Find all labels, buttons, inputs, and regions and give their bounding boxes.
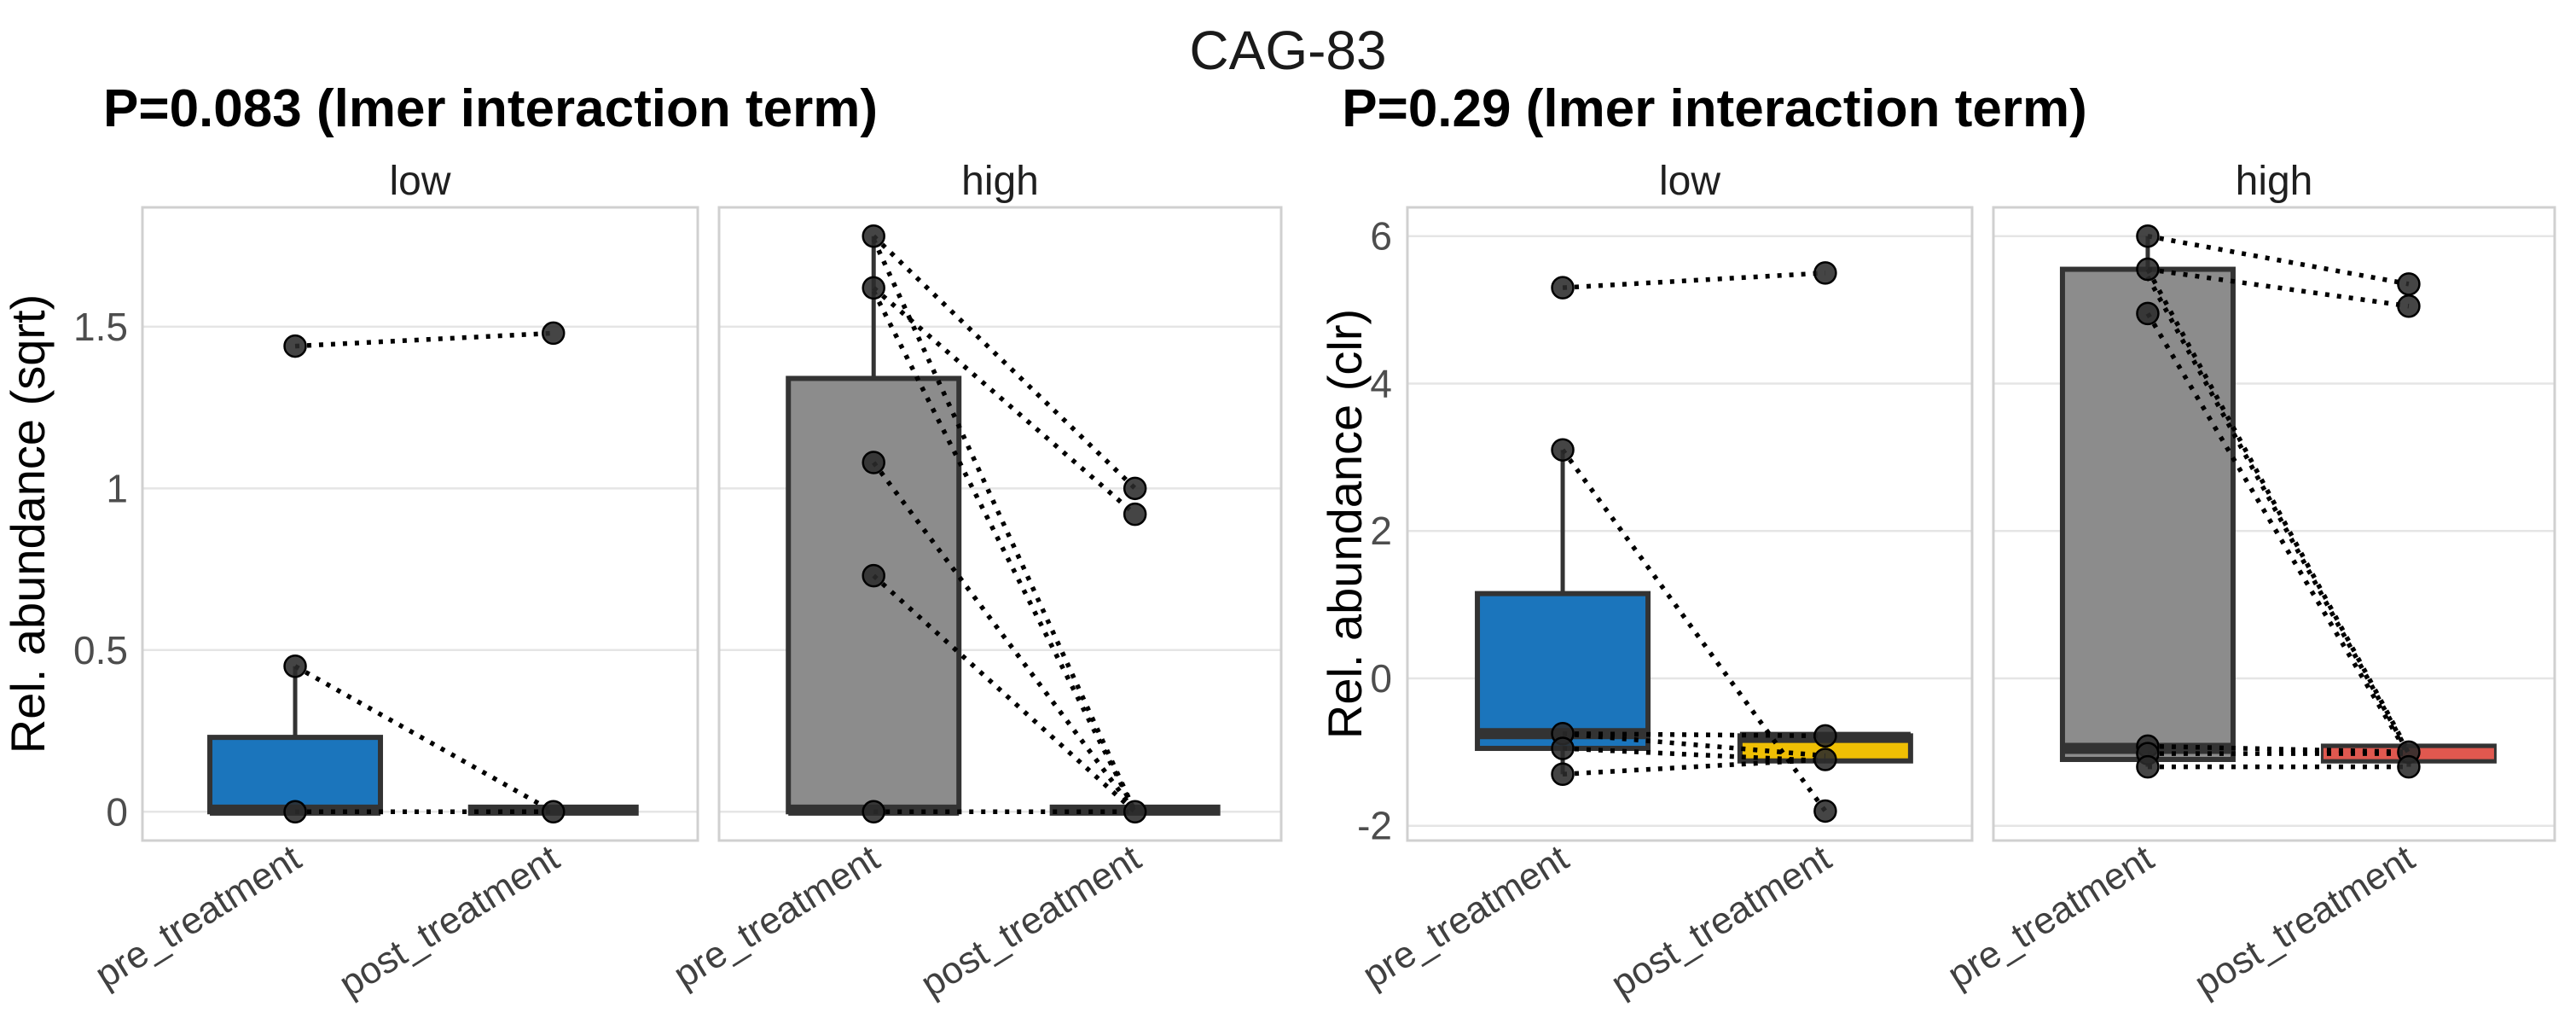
y-tick-label: 0 — [1370, 656, 1392, 701]
data-point — [1551, 762, 1575, 787]
y-tick-label: 2 — [1370, 509, 1392, 553]
x-tick-label-pre_treatment: pre_treatment — [1941, 837, 2161, 997]
pair-line — [293, 664, 555, 814]
pair-line — [2145, 311, 2411, 758]
data-point — [2397, 272, 2421, 296]
data-point — [283, 334, 307, 358]
pair-line — [1560, 448, 1828, 813]
data-point — [1813, 724, 1837, 748]
y-axis-label: Rel. abundance (clr) — [1318, 309, 1372, 739]
pair-line — [1562, 271, 1826, 290]
data-point — [541, 321, 566, 346]
figure-title: CAG-83 — [1189, 20, 1387, 81]
data-point — [1123, 502, 1147, 527]
pair-line — [871, 289, 1138, 813]
panel-border — [717, 206, 1283, 842]
panel-border — [1406, 206, 1974, 842]
facet-label-low: low — [389, 159, 450, 204]
pair-line — [1562, 731, 1826, 759]
x-tick-label-pre_treatment: pre_treatment — [666, 837, 886, 997]
x-tick-label-post_treatment: post_treatment — [914, 837, 1148, 1005]
y-tick-label: 0 — [106, 789, 128, 834]
box-pre — [2059, 266, 2236, 762]
box-pre — [786, 375, 962, 815]
x-tick-label-post_treatment: post_treatment — [1604, 837, 1838, 1005]
x-tick-label-post_treatment: post_treatment — [332, 837, 566, 1005]
facet-label-high: high — [961, 159, 1039, 204]
data-point — [283, 654, 307, 678]
facet-label-low: low — [1659, 159, 1720, 204]
data-point — [1813, 748, 1837, 771]
data-point — [2136, 754, 2160, 779]
left-plot-subtitle: P=0.083 (lmer interaction term) — [103, 79, 878, 138]
pair-line — [2147, 233, 2410, 287]
data-point — [2397, 294, 2421, 318]
data-point — [2136, 301, 2160, 326]
pair-line — [2145, 268, 2411, 753]
data-point — [2397, 754, 2421, 779]
data-point — [862, 451, 885, 474]
data-point — [541, 800, 566, 824]
x-tick-label-pre_treatment: pre_treatment — [1355, 837, 1575, 997]
data-point — [1123, 800, 1147, 824]
facet-label-high: high — [2236, 159, 2313, 204]
y-tick-label: 0.5 — [73, 628, 128, 672]
data-point — [1551, 276, 1575, 300]
data-point — [2136, 224, 2160, 248]
panel-border — [1992, 206, 2556, 842]
data-point — [2136, 257, 2160, 282]
data-point — [1123, 476, 1147, 501]
pair-line — [1562, 746, 1826, 764]
data-point — [1551, 736, 1575, 760]
data-point — [1813, 261, 1837, 285]
pair-line — [871, 238, 1138, 813]
pair-line — [2147, 743, 2409, 755]
data-point — [862, 563, 885, 588]
pair-line — [1563, 730, 1825, 739]
y-axis-label: Rel. abundance (sqrt) — [1, 294, 55, 754]
pair-line — [872, 461, 1137, 813]
pair-line — [1562, 757, 1826, 777]
y-tick-label: 1.5 — [73, 305, 128, 349]
data-point — [862, 800, 885, 824]
pair-line — [872, 234, 1137, 491]
panel-border — [141, 206, 699, 842]
right-plot-subtitle: P=0.29 (lmer interaction term) — [1342, 79, 2087, 138]
data-point — [862, 224, 885, 248]
y-tick-label: 4 — [1370, 361, 1392, 405]
x-tick-label-post_treatment: post_treatment — [2187, 837, 2422, 1005]
pair-line — [294, 330, 554, 349]
y-tick-label: -2 — [1357, 804, 1392, 848]
data-point — [283, 800, 307, 824]
pair-line — [872, 286, 1137, 516]
box-pre — [207, 735, 384, 815]
data-point — [1551, 438, 1575, 462]
x-tick-label-pre_treatment: pre_treatment — [88, 837, 308, 997]
data-point — [1813, 799, 1837, 823]
y-tick-label: 6 — [1370, 214, 1392, 259]
pair-line — [2147, 266, 2410, 309]
data-point — [862, 276, 885, 300]
y-tick-label: 1 — [106, 466, 128, 510]
